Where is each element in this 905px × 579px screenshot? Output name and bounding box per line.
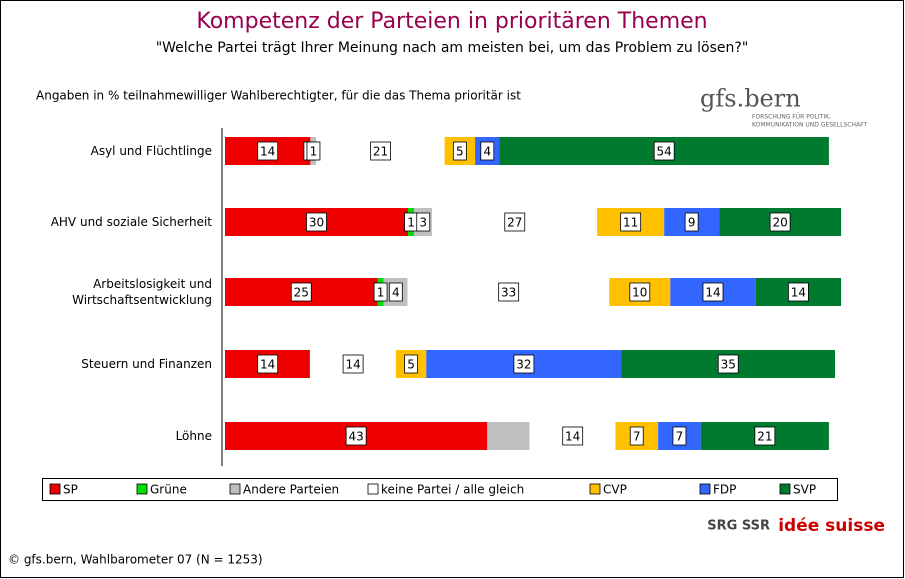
- value-label: 3: [419, 216, 427, 230]
- value-label-box: [498, 282, 520, 302]
- value-label: 9: [688, 216, 696, 230]
- value-label: 1: [407, 216, 415, 230]
- value-label-box: [769, 212, 791, 232]
- value-label: 21: [757, 430, 772, 444]
- y-tick-label: Asyl und Flüchtlinge: [91, 144, 212, 158]
- legend-swatch: [589, 483, 601, 495]
- subtitle: "Welche Partei trägt Ihrer Meinung nach …: [156, 40, 749, 56]
- y-tick-label: Löhne: [176, 429, 212, 443]
- value-label-box: [404, 354, 418, 374]
- value-label-box: [629, 282, 651, 302]
- value-label-box: [754, 426, 776, 446]
- value-label: 1: [377, 286, 385, 300]
- value-label: 14: [260, 358, 275, 372]
- value-label: 33: [501, 286, 516, 300]
- legend-label: CVP: [603, 483, 627, 497]
- value-label-box: [290, 282, 312, 302]
- logo-tagline: KOMMUNIKATION UND GESELLSCHAFT: [752, 122, 867, 129]
- value-label: 32: [516, 358, 531, 372]
- value-label-box: [452, 141, 467, 161]
- value-label-box: [257, 354, 279, 374]
- value-label: 20: [772, 216, 787, 230]
- value-label-box: [306, 212, 327, 232]
- legend-swatch: [49, 483, 61, 495]
- legend-box: [42, 478, 838, 501]
- value-label: 11: [623, 216, 638, 230]
- value-label: 10: [632, 286, 647, 300]
- logo-tagline: FORSCHUNG FÜR POLITIK,: [752, 114, 831, 121]
- note: Angaben in % teilnahmewilliger Wahlberec…: [36, 89, 521, 103]
- value-label: 14: [565, 430, 580, 444]
- source: © gfs.bern, Wahlbarometer 07 (N = 1253): [8, 553, 263, 567]
- brand: idée suisse: [778, 516, 885, 536]
- legend-label: FDP: [713, 483, 736, 497]
- value-label: 43: [349, 430, 364, 444]
- value-label-box: [562, 426, 584, 446]
- value-label-box: [342, 354, 364, 374]
- value-label: 14: [345, 358, 360, 372]
- legend-swatch: [779, 483, 791, 495]
- value-label: 25: [294, 286, 309, 300]
- y-tick-label: AHV und soziale Sicherheit: [51, 215, 213, 229]
- value-label-box: [370, 141, 391, 161]
- y-tick-label-line: Asyl und Flüchtlinge: [91, 144, 212, 158]
- chart-title: Kompetenz der Parteien in prioritären Th…: [196, 9, 707, 34]
- legend-label: Andere Parteien: [243, 483, 339, 497]
- value-label: 21: [373, 145, 388, 159]
- value-label-box: [672, 426, 687, 446]
- legend-label: keine Partei / alle gleich: [381, 483, 524, 497]
- value-label-box: [373, 282, 388, 302]
- brand: SRG SSR: [707, 519, 770, 534]
- y-tick-label-line: Steuern und Finanzen: [81, 357, 212, 371]
- legend-swatch: [699, 483, 711, 495]
- value-label: 7: [633, 430, 641, 444]
- value-label: 5: [456, 145, 464, 159]
- y-tick-label-line: Löhne: [176, 429, 212, 443]
- y-tick-label: Steuern und Finanzen: [81, 357, 212, 371]
- y-tick-label: Arbeitslosigkeit und Wirtschaftsentwicklu…: [72, 277, 212, 307]
- value-label: 27: [507, 216, 522, 230]
- legend-swatch: [136, 483, 148, 495]
- value-label: 54: [657, 145, 672, 159]
- value-label-box: [388, 282, 403, 302]
- legend-swatch: [367, 483, 379, 495]
- value-label-box: [480, 141, 495, 161]
- value-label-box: [702, 282, 724, 302]
- value-label: 30: [309, 216, 324, 230]
- value-label-box: [684, 212, 699, 232]
- y-tick-label-line: Wirtschaftsentwicklung: [72, 293, 212, 307]
- value-label: 7: [676, 430, 684, 444]
- value-label-box: [345, 426, 367, 446]
- y-tick-label-line: Arbeitslosigkeit und: [93, 277, 212, 291]
- value-label-box: [717, 354, 739, 374]
- bar-segment: [487, 422, 530, 450]
- legend-label: SVP: [793, 483, 816, 497]
- value-label: 4: [392, 286, 400, 300]
- value-label: 1: [310, 145, 318, 159]
- value-label: 14: [791, 286, 806, 300]
- value-label-box: [504, 212, 526, 232]
- value-label-box: [788, 282, 809, 302]
- value-label: 5: [407, 358, 415, 372]
- legend-label: Grüne: [150, 483, 187, 497]
- value-label-box: [416, 212, 431, 232]
- value-label: 14: [260, 145, 275, 159]
- value-label: 14: [705, 286, 720, 300]
- value-label-box: [513, 354, 535, 374]
- legend-swatch: [229, 483, 241, 495]
- value-label-box: [629, 426, 644, 446]
- value-label: 4: [483, 145, 491, 159]
- value-label-box: [306, 141, 321, 161]
- legend-label: SP: [63, 483, 78, 497]
- logo: gfs.bern: [700, 85, 801, 113]
- value-label-box: [620, 212, 642, 232]
- value-label-box: [653, 141, 675, 161]
- value-label-box: [257, 141, 279, 161]
- value-label: 35: [721, 358, 736, 372]
- y-tick-label-line: AHV und soziale Sicherheit: [51, 215, 213, 229]
